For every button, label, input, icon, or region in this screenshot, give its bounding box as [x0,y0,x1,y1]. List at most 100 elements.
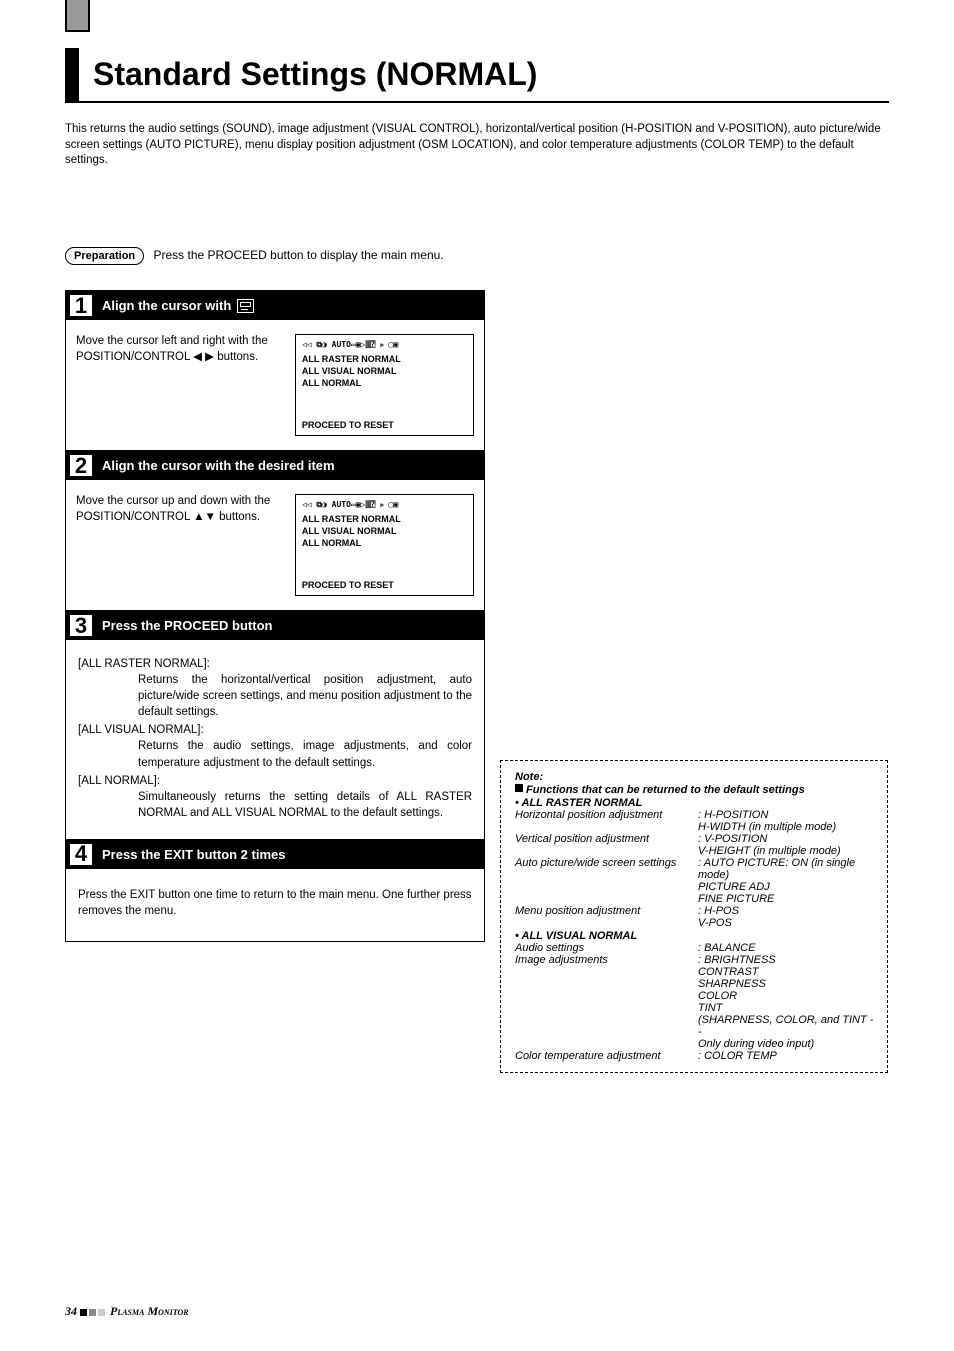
step-1-body: Move the cursor left and right with the … [66,320,484,450]
osm-proceed: PROCEED TO RESET [302,420,467,430]
note-row-label [515,1014,698,1038]
step-3-title: Press the PROCEED button [102,618,272,633]
note-title: Note: [515,771,875,783]
note-rows-2: Audio settings: BALANCEImage adjustments… [515,942,875,1062]
page-title: Standard Settings (NORMAL) [65,48,889,103]
note-row-label [515,845,698,857]
note-row: PICTURE ADJ [515,881,875,893]
osm-line-1: ALL RASTER NORMAL [302,353,467,365]
note-row-value: H-WIDTH (in multiple mode) [698,821,875,833]
intro-text: This returns the audio settings (SOUND),… [65,122,889,169]
step-3-header: 3 Press the PROCEED button [66,611,484,640]
note-row: Menu position adjustment: H-POS [515,905,875,917]
note-row-value: COLOR [698,990,875,1002]
note-row-label [515,917,698,929]
note-row-label: Horizontal position adjustment [515,809,698,821]
note-row-value: : AUTO PICTURE: ON (in single mode) [698,857,875,881]
def-label-2: [ALL VISUAL NORMAL]: [78,722,472,738]
note-row: Image adjustments: BRIGHTNESS [515,954,875,966]
step-3: 3 Press the PROCEED button [ALL RASTER N… [65,611,485,840]
note-row-label [515,990,698,1002]
step-1-number: 1 [68,293,94,318]
steps-column: 1 Align the cursor with Move the cursor … [65,290,485,942]
note-row-label [515,821,698,833]
note-row: V-HEIGHT (in multiple mode) [515,845,875,857]
note-row-value: : H-POSITION [698,809,875,821]
step-1-instruction: Move the cursor left and right with the … [76,334,295,436]
step-4-title: Press the EXIT button 2 times [102,847,286,862]
note-box: Note: Functions that can be returned to … [500,760,888,1073]
note-row: Only during video input) [515,1038,875,1050]
page-tab [65,0,90,32]
note-row: Vertical position adjustment: V-POSITION [515,833,875,845]
note-subtitle: Functions that can be returned to the de… [515,784,875,796]
header: Standard Settings (NORMAL) [65,48,889,103]
note-row: TINT [515,1002,875,1014]
note-row-label [515,1002,698,1014]
osm-line-3: ALL NORMAL [302,377,467,389]
note-row-value: V-POS [698,917,875,929]
osm-line-2: ALL VISUAL NORMAL [302,365,467,377]
osm-line-2: ALL VISUAL NORMAL [302,525,467,537]
reset-icon [237,299,254,313]
step-2-body: Move the cursor up and down with the POS… [66,480,484,610]
note-row: (SHARPNESS, COLOR, and TINT -- [515,1014,875,1038]
step-2-title: Align the cursor with the desired item [102,458,335,473]
step-1-title: Align the cursor with [102,298,254,314]
note-row-label: Color temperature adjustment [515,1050,698,1062]
def-label-1: [ALL RASTER NORMAL]: [78,656,472,672]
note-row: V-POS [515,917,875,929]
preparation-line: Preparation Press the PROCEED button to … [65,247,444,265]
footer-text: Plasma Monitor [110,1304,189,1318]
note-row: H-WIDTH (in multiple mode) [515,821,875,833]
footer: 34 Plasma Monitor [65,1304,189,1319]
step-4-number: 4 [68,842,94,867]
note-row-value: : H-POS [698,905,875,917]
note-row-label: Image adjustments [515,954,698,966]
note-row: SHARPNESS [515,978,875,990]
step-1: 1 Align the cursor with Move the cursor … [65,290,485,451]
note-rows-1: Horizontal position adjustment: H-POSITI… [515,809,875,929]
osm-proceed: PROCEED TO RESET [302,580,467,590]
preparation-label: Preparation [65,247,144,265]
step-4-body: Press the EXIT button one time to return… [66,869,484,941]
note-row: Audio settings: BALANCE [515,942,875,954]
note-row-label: Auto picture/wide screen settings [515,857,698,881]
note-row: CONTRAST [515,966,875,978]
step-3-body: [ALL RASTER NORMAL]: Returns the horizon… [66,640,484,839]
note-row-value: : V-POSITION [698,833,875,845]
note-row-label: Menu position adjustment [515,905,698,917]
note-row-label [515,881,698,893]
note-row: Auto picture/wide screen settings: AUTO … [515,857,875,881]
note-row-value: : BALANCE [698,942,875,954]
step-2: 2 Align the cursor with the desired item… [65,451,485,611]
page-number: 34 [65,1304,77,1318]
note-row-value: V-HEIGHT (in multiple mode) [698,845,875,857]
note-row-label: Audio settings [515,942,698,954]
preparation-text: Press the PROCEED button to display the … [153,248,443,262]
note-row-value: : COLOR TEMP [698,1050,875,1062]
note-row-label [515,966,698,978]
step-2-number: 2 [68,453,94,478]
osm-line-1: ALL RASTER NORMAL [302,513,467,525]
note-section-2: • ALL VISUAL NORMAL [515,930,875,942]
note-row: Horizontal position adjustment: H-POSITI… [515,809,875,821]
note-row-value: (SHARPNESS, COLOR, and TINT -- [698,1014,875,1038]
note-row-value: : BRIGHTNESS [698,954,875,966]
step-1-title-text: Align the cursor with [102,298,231,313]
osm-line-3: ALL NORMAL [302,537,467,549]
step-4-header: 4 Press the EXIT button 2 times [66,840,484,869]
note-row-label: Vertical position adjustment [515,833,698,845]
note-row-value: FINE PICTURE [698,893,875,905]
note-row-label [515,978,698,990]
note-row-value: CONTRAST [698,966,875,978]
step-1-header: 1 Align the cursor with [66,291,484,320]
step-3-number: 3 [68,613,94,638]
note-row-value: TINT [698,1002,875,1014]
note-row-value: PICTURE ADJ [698,881,875,893]
def-text-2: Returns the audio settings, image adjust… [78,738,472,770]
step-1-osm: ◁◁ ⧉◑ AUTO▭▣▷⫿⫿⍰ ⊧ ▢▣ ALL RASTER NORMAL … [295,334,474,436]
osm-icons: ◁◁ ⧉◑ AUTO▭▣▷⫿⫿⍰ ⊧ ▢▣ [302,340,467,351]
def-text-1: Returns the horizontal/vertical position… [78,672,472,720]
note-row-label [515,893,698,905]
